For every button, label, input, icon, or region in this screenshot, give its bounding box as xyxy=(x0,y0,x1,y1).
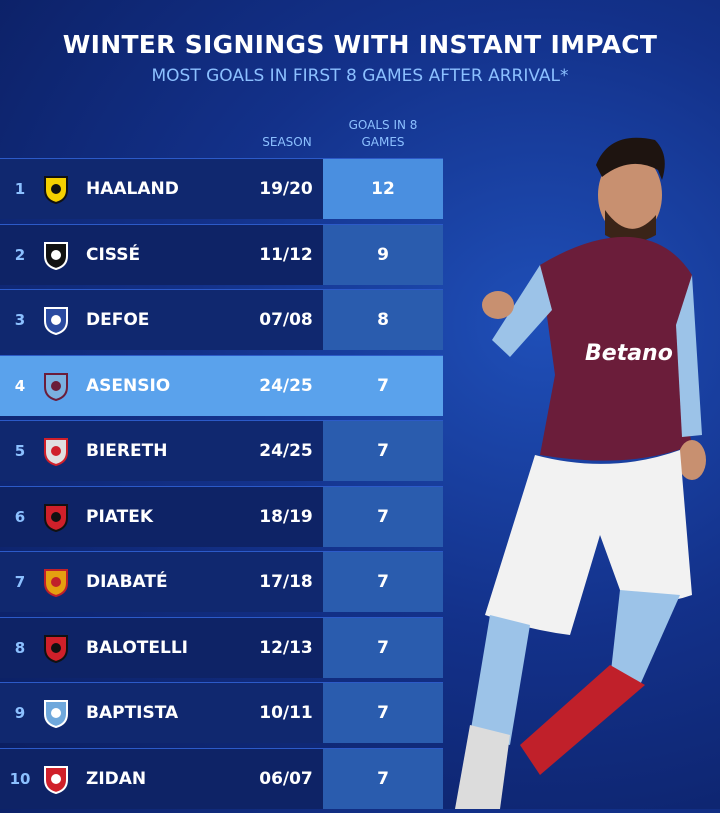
goals: 7 xyxy=(323,421,443,481)
season: 06/07 xyxy=(259,768,313,789)
column-header: GOALS IN 8 GAMES xyxy=(348,118,418,149)
rank: 6 xyxy=(14,507,26,526)
club-badge xyxy=(44,569,68,597)
goals: 8 xyxy=(323,290,443,350)
club-badge xyxy=(44,700,68,728)
club-badge xyxy=(44,372,68,401)
rank: 8 xyxy=(14,638,26,657)
table-row: 6 PIATEK 18/19 7 xyxy=(0,485,443,547)
club-badge xyxy=(44,765,68,794)
rank: 3 xyxy=(14,311,26,329)
goals: 7 xyxy=(323,552,443,612)
table-row: 9 BAPTISTA 10/11 7 xyxy=(0,682,443,743)
goals: 7 xyxy=(377,375,389,396)
season: 24/25 xyxy=(259,375,313,396)
svg-text:Betano: Betano xyxy=(585,341,673,366)
table-row: 10 ZIDAN 06/07 7 xyxy=(0,747,443,809)
season: 24/25 xyxy=(259,441,313,461)
season: 19/20 xyxy=(259,179,313,199)
season: 07/08 xyxy=(259,310,313,330)
player-name: BAPTISTA xyxy=(86,703,179,723)
table-row: 1 HAALAND 19/20 12 xyxy=(0,158,443,219)
player-name: CISSÉ xyxy=(86,244,141,265)
table-row: 2 CISSÉ 11/12 9 xyxy=(0,223,443,285)
goals: 12 xyxy=(323,159,443,219)
rank: 1 xyxy=(14,180,26,198)
rank: 2 xyxy=(14,245,26,264)
table-row: 3 DEFOE 07/08 8 xyxy=(0,289,443,350)
table-row: 7 DIABATÉ 17/18 7 xyxy=(0,551,443,612)
season: 18/19 xyxy=(259,506,313,527)
season: 17/18 xyxy=(259,572,313,592)
player-name: ZIDAN xyxy=(86,768,147,789)
club-badge xyxy=(44,634,68,663)
rank: 4 xyxy=(14,376,26,395)
player-name: HAALAND xyxy=(86,179,179,199)
player-name: BALOTELLI xyxy=(86,637,188,658)
table-row: 5 BIERETH 24/25 7 xyxy=(0,420,443,481)
table-row: 4 ASENSIO 24/25 7 xyxy=(0,354,443,416)
goals: 7 xyxy=(323,486,443,547)
player-image: Betano xyxy=(455,137,706,809)
club-badge xyxy=(44,307,68,335)
table: 1 HAALAND 19/20 12 2 CISSÉ 11/12 9 3 DEFOE 07/08 8 4… xyxy=(0,158,443,813)
rank: 10 xyxy=(9,769,31,788)
club-badge xyxy=(44,503,68,532)
club-badge xyxy=(44,176,68,204)
player-name: DIABATÉ xyxy=(86,572,168,592)
goals: 7 xyxy=(323,617,443,678)
season: 10/11 xyxy=(259,703,313,723)
goals: 9 xyxy=(323,224,443,285)
rank: 7 xyxy=(14,573,26,591)
rank: 9 xyxy=(14,704,26,722)
title: WINTER SIGNINGS WITH INSTANT IMPACT xyxy=(62,30,658,59)
player-name: ASENSIO xyxy=(86,375,171,396)
table-row: 8 BALOTELLI 12/13 7 xyxy=(0,616,443,678)
season: 12/13 xyxy=(259,637,313,658)
player-name: PIATEK xyxy=(86,506,154,527)
season: 11/12 xyxy=(259,244,313,265)
club-badge xyxy=(44,438,68,466)
player-name: DEFOE xyxy=(86,310,150,330)
rank: 5 xyxy=(14,442,26,460)
club-badge xyxy=(44,241,68,270)
subtitle: MOST GOALS IN FIRST 8 GAMES AFTER ARRIVA… xyxy=(151,66,569,86)
player-name: BIERETH xyxy=(86,441,168,461)
column-header: SEASON xyxy=(262,135,312,149)
goals: 7 xyxy=(323,683,443,743)
goals: 7 xyxy=(323,748,443,809)
